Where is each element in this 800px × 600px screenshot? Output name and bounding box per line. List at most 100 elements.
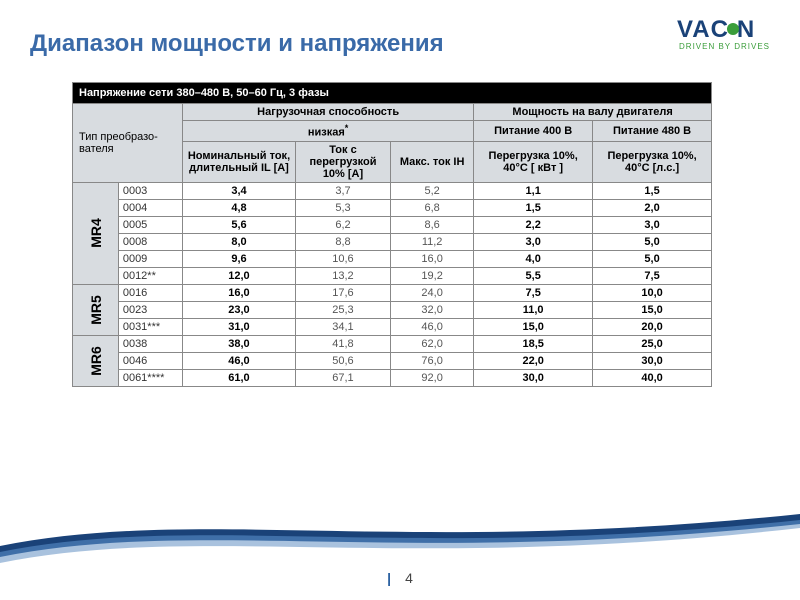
col-400-label: Питание 400 В <box>474 121 593 142</box>
value-cell: 10,6 <box>295 250 390 267</box>
model-cell: 0009 <box>118 250 182 267</box>
value-cell: 24,0 <box>391 284 474 301</box>
value-cell: 5,0 <box>593 250 712 267</box>
col-i110: Ток с перегрузкой 10% [А] <box>295 141 390 182</box>
value-cell: 8,8 <box>295 233 390 250</box>
value-cell: 8,0 <box>183 233 296 250</box>
table-banner: Напряжение сети 380–480 В, 50–60 Гц, 3 ф… <box>73 83 712 104</box>
table-row: 00055,66,28,62,23,0 <box>73 216 712 233</box>
value-cell: 61,0 <box>183 369 296 386</box>
group-label: MR4 <box>73 182 119 284</box>
decorative-wave <box>0 506 800 566</box>
value-cell: 8,6 <box>391 216 474 233</box>
value-cell: 41,8 <box>295 335 390 352</box>
value-cell: 25,0 <box>593 335 712 352</box>
table-row: 0012**12,013,219,25,57,5 <box>73 267 712 284</box>
value-cell: 16,0 <box>183 284 296 301</box>
value-cell: 19,2 <box>391 267 474 284</box>
value-cell: 3,0 <box>474 233 593 250</box>
model-cell: 0061**** <box>118 369 182 386</box>
value-cell: 31,0 <box>183 318 296 335</box>
value-cell: 20,0 <box>593 318 712 335</box>
model-cell: 0038 <box>118 335 182 352</box>
value-cell: 17,6 <box>295 284 390 301</box>
value-cell: 30,0 <box>474 369 593 386</box>
value-cell: 25,3 <box>295 301 390 318</box>
value-cell: 2,0 <box>593 199 712 216</box>
group-label: MR6 <box>73 335 119 386</box>
value-cell: 12,0 <box>183 267 296 284</box>
value-cell: 46,0 <box>391 318 474 335</box>
value-cell: 6,2 <box>295 216 390 233</box>
group-label: MR5 <box>73 284 119 335</box>
value-cell: 5,3 <box>295 199 390 216</box>
table-row: 002323,025,332,011,015,0 <box>73 301 712 318</box>
logo-dot-icon <box>727 23 739 35</box>
table-row: 00044,85,36,81,52,0 <box>73 199 712 216</box>
col-low-label: низкая* <box>183 121 474 142</box>
col-imax: Макс. ток IH <box>391 141 474 182</box>
model-cell: 0005 <box>118 216 182 233</box>
value-cell: 3,0 <box>593 216 712 233</box>
value-cell: 92,0 <box>391 369 474 386</box>
model-cell: 0012** <box>118 267 182 284</box>
value-cell: 15,0 <box>474 318 593 335</box>
value-cell: 1,1 <box>474 182 593 199</box>
spec-table: Напряжение сети 380–480 В, 50–60 Гц, 3 ф… <box>72 82 712 387</box>
table-row: 00088,08,811,23,05,0 <box>73 233 712 250</box>
value-cell: 1,5 <box>474 199 593 216</box>
table-row: 0031***31,034,146,015,020,0 <box>73 318 712 335</box>
model-cell: 0008 <box>118 233 182 250</box>
value-cell: 5,5 <box>474 267 593 284</box>
value-cell: 76,0 <box>391 352 474 369</box>
value-cell: 16,0 <box>391 250 474 267</box>
value-cell: 3,7 <box>295 182 390 199</box>
value-cell: 30,0 <box>593 352 712 369</box>
value-cell: 10,0 <box>593 284 712 301</box>
value-cell: 62,0 <box>391 335 474 352</box>
value-cell: 7,5 <box>474 284 593 301</box>
model-cell: 0023 <box>118 301 182 318</box>
model-cell: 0004 <box>118 199 182 216</box>
col-480-sub: Перегрузка 10%, 40°C [л.с.] <box>593 141 712 182</box>
brand-logo: VACN DRIVEN BY DRIVES <box>677 16 770 51</box>
col-type-label: Тип преобразо-вателя <box>73 104 183 183</box>
brand-logo-text: VACN <box>677 16 770 44</box>
value-cell: 7,5 <box>593 267 712 284</box>
value-cell: 38,0 <box>183 335 296 352</box>
value-cell: 5,0 <box>593 233 712 250</box>
table-row: MR5001616,017,624,07,510,0 <box>73 284 712 301</box>
value-cell: 4,0 <box>474 250 593 267</box>
value-cell: 1,5 <box>593 182 712 199</box>
model-cell: 0016 <box>118 284 182 301</box>
value-cell: 11,2 <box>391 233 474 250</box>
value-cell: 67,1 <box>295 369 390 386</box>
value-cell: 18,5 <box>474 335 593 352</box>
col-load-label: Нагрузочная способность <box>183 104 474 121</box>
value-cell: 40,0 <box>593 369 712 386</box>
col-shaft-label: Мощность на валу двигателя <box>474 104 712 121</box>
value-cell: 2,2 <box>474 216 593 233</box>
value-cell: 5,2 <box>391 182 474 199</box>
brand-tagline: DRIVEN BY DRIVES <box>679 42 770 51</box>
value-cell: 34,1 <box>295 318 390 335</box>
value-cell: 5,6 <box>183 216 296 233</box>
value-cell: 6,8 <box>391 199 474 216</box>
value-cell: 23,0 <box>183 301 296 318</box>
spec-table-wrapper: Напряжение сети 380–480 В, 50–60 Гц, 3 ф… <box>72 82 712 387</box>
value-cell: 13,2 <box>295 267 390 284</box>
value-cell: 11,0 <box>474 301 593 318</box>
value-cell: 50,6 <box>295 352 390 369</box>
value-cell: 3,4 <box>183 182 296 199</box>
col-400-sub: Перегрузка 10%, 40°C [ кВт ] <box>474 141 593 182</box>
value-cell: 15,0 <box>593 301 712 318</box>
model-cell: 0003 <box>118 182 182 199</box>
page-number: |4 <box>387 570 413 586</box>
model-cell: 0031*** <box>118 318 182 335</box>
value-cell: 32,0 <box>391 301 474 318</box>
col-inom: Номинальный ток, длительный IL [А] <box>183 141 296 182</box>
table-row: 0061****61,067,192,030,040,0 <box>73 369 712 386</box>
table-row: MR400033,43,75,21,11,5 <box>73 182 712 199</box>
page-title: Диапазон мощности и напряжения <box>30 30 444 58</box>
value-cell: 46,0 <box>183 352 296 369</box>
